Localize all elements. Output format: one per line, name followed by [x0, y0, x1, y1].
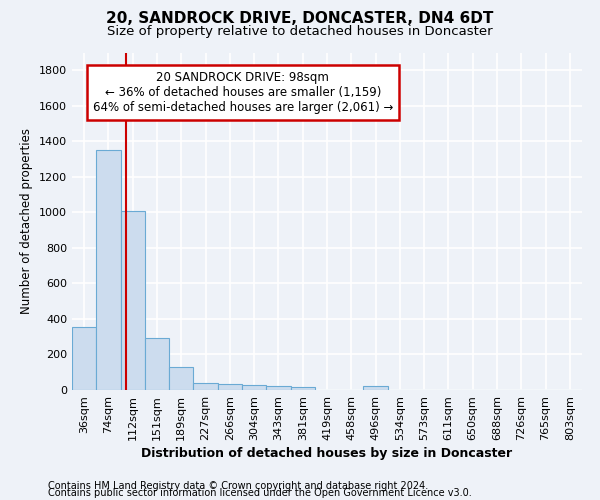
- Text: 20, SANDROCK DRIVE, DONCASTER, DN4 6DT: 20, SANDROCK DRIVE, DONCASTER, DN4 6DT: [106, 11, 494, 26]
- Y-axis label: Number of detached properties: Number of detached properties: [20, 128, 34, 314]
- Text: Contains HM Land Registry data © Crown copyright and database right 2024.: Contains HM Land Registry data © Crown c…: [48, 481, 428, 491]
- Text: 20 SANDROCK DRIVE: 98sqm
← 36% of detached houses are smaller (1,159)
64% of sem: 20 SANDROCK DRIVE: 98sqm ← 36% of detach…: [92, 71, 393, 114]
- Bar: [266, 386, 290, 390]
- Bar: [169, 367, 193, 390]
- Bar: [218, 384, 242, 390]
- Bar: [145, 338, 169, 390]
- Bar: [193, 382, 218, 390]
- Bar: [72, 327, 96, 390]
- Bar: [96, 150, 121, 390]
- Bar: [242, 384, 266, 390]
- Text: Contains public sector information licensed under the Open Government Licence v3: Contains public sector information licen…: [48, 488, 472, 498]
- Text: Size of property relative to detached houses in Doncaster: Size of property relative to detached ho…: [107, 25, 493, 38]
- X-axis label: Distribution of detached houses by size in Doncaster: Distribution of detached houses by size …: [142, 447, 512, 460]
- Bar: [364, 386, 388, 390]
- Bar: [121, 210, 145, 390]
- Bar: [290, 388, 315, 390]
